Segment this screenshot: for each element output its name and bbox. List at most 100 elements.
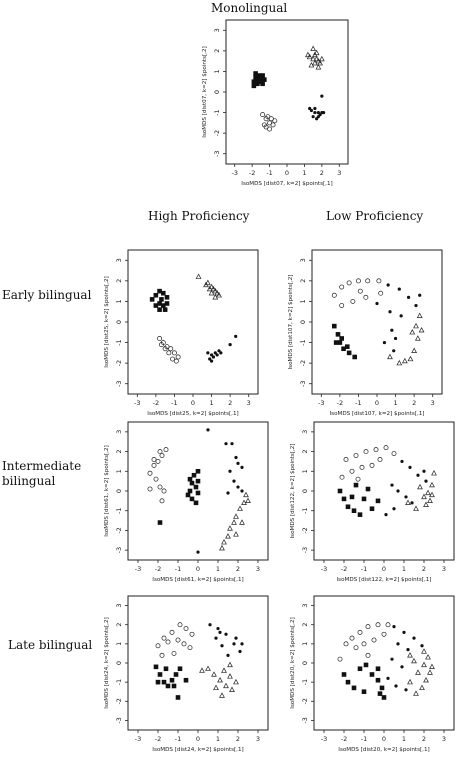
circle-point [377, 457, 383, 462]
dot-point [208, 623, 212, 627]
x-tick-label: 2 [236, 565, 240, 573]
dot-point [238, 649, 242, 654]
dot-point [388, 310, 392, 314]
dot-point [416, 473, 420, 477]
triangle-point [212, 287, 219, 294]
circle-point [391, 451, 397, 456]
square-point [157, 301, 162, 306]
x-tick-label: 1 [216, 735, 220, 743]
dot-point [397, 287, 401, 291]
triangle-point [312, 59, 318, 66]
dot-point [384, 513, 388, 517]
circle-point [159, 498, 165, 504]
triangle-point [425, 654, 431, 660]
x-tick-label: 3 [247, 399, 251, 407]
circle-point [365, 278, 371, 284]
circle-point [339, 303, 345, 308]
dot-point [394, 684, 398, 688]
x-tick-label: -1 [361, 735, 367, 743]
square-point [341, 672, 347, 677]
dot-point [215, 353, 219, 357]
y-tick-label: 3 [213, 28, 221, 32]
square-point [341, 496, 347, 502]
scatter-panel-early-high: -3 -2 -1 0 1 2 3 -3 -2 -1 0 1 2 3 IsoMDS [dist25, k=2]… [104, 249, 259, 417]
x-tick-label: -2 [341, 735, 347, 743]
circle-point [378, 290, 384, 296]
y-axis-label: IsoMDS [dist20, k=2] $points[,2] [290, 617, 296, 708]
y-tick-label: 0 [299, 320, 307, 324]
x-tick-label: 2 [320, 169, 324, 177]
circle-point [343, 641, 349, 647]
square-point [157, 520, 163, 525]
circle-point [331, 292, 337, 298]
circle-point [157, 449, 163, 455]
triangle-point [213, 684, 219, 691]
dot-point [418, 293, 422, 297]
square-point [357, 512, 363, 517]
circle-point [187, 645, 193, 651]
y-tick-label: 0 [115, 320, 123, 324]
square-point [193, 484, 199, 490]
square-point [195, 478, 201, 484]
triangle-point [401, 357, 408, 364]
column-heading-low-proficiency: Low Proficiency [326, 209, 424, 223]
dot-point [232, 479, 236, 483]
triangle-point [221, 667, 227, 673]
y-axis-label: IsoMDS [dist24, k=2] $points[,2] [104, 617, 110, 708]
dot-point [382, 340, 387, 345]
triangle-point [241, 499, 247, 505]
square-point [185, 492, 191, 498]
circle-point [357, 629, 363, 635]
y-tick-label: 1 [115, 642, 123, 646]
square-point [260, 81, 265, 87]
y-tick-label: 2 [115, 450, 123, 454]
y-tick-label: -2 [301, 698, 309, 704]
triangle-point [227, 661, 233, 668]
circle-point [272, 118, 278, 124]
dot-point [313, 110, 317, 115]
x-tick-label: -3 [231, 169, 237, 177]
x-tick-label: 2 [236, 735, 240, 743]
y-tick-label: -2 [115, 698, 123, 704]
y-tick-label: -1 [213, 109, 221, 115]
circle-point [181, 641, 187, 647]
triangle-point [308, 62, 315, 68]
dot-point [393, 336, 398, 341]
square-point [155, 679, 161, 685]
square-point [149, 297, 155, 302]
circle-point [268, 116, 274, 122]
square-point [160, 303, 166, 308]
circle-point [375, 622, 381, 628]
square-point [379, 685, 385, 691]
square-point [157, 307, 162, 312]
triangle-point [313, 49, 320, 56]
dot-point [410, 501, 414, 505]
dot-point [386, 283, 390, 287]
circle-point [267, 120, 273, 126]
dot-point [236, 485, 240, 489]
x-tick-label: -3 [318, 399, 324, 407]
dot-point [390, 328, 394, 332]
circle-point [267, 126, 273, 132]
dot-point [400, 665, 404, 669]
triangle-point [318, 55, 325, 62]
y-axis-label: IsoMDS [dist25, k=2] $points[,2] [104, 276, 110, 367]
scatter-panel-intermediate-low: -3 -2 -1 0 1 2 3 -3 -2 -1 0 1 2 3 IsoMDS [dist122, k=2… [290, 421, 455, 583]
triangle-point [199, 667, 205, 673]
square-point [163, 666, 169, 672]
square-point [256, 79, 262, 85]
circle-point [263, 124, 269, 130]
circle-point [365, 652, 371, 658]
x-tick-label: 0 [196, 735, 200, 743]
circle-point [349, 468, 355, 474]
dot-point [228, 343, 232, 347]
triangle-point [219, 692, 225, 698]
circle-point [355, 278, 361, 284]
dot-point [406, 295, 411, 299]
circle-point [157, 484, 163, 490]
dot-point [308, 106, 312, 111]
y-tick-label: 2 [301, 623, 309, 627]
triangle-point [233, 513, 239, 519]
square-point [331, 323, 337, 329]
x-tick-label: 2 [228, 399, 232, 407]
